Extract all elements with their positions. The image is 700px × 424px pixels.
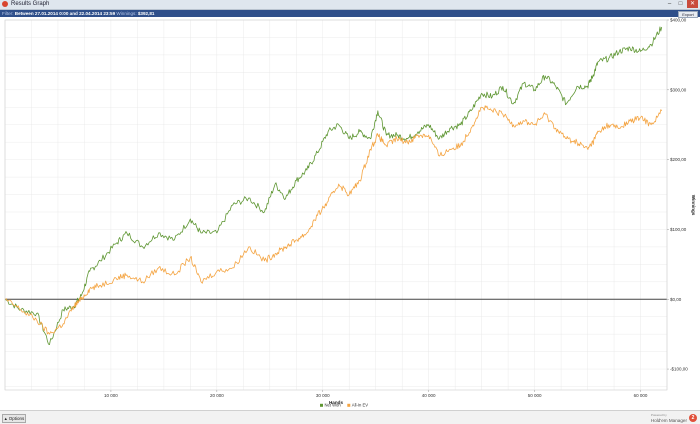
series-layer: [4, 26, 663, 346]
y-tick-label: -$100,00: [670, 367, 688, 372]
window-controls: – □ ✕: [665, 0, 698, 8]
x-tick-label: 60 000: [634, 393, 648, 398]
legend-swatch: [347, 403, 351, 407]
brand-sub: Powered by: [650, 412, 667, 417]
window-title-bar: Results Graph – □ ✕: [0, 0, 700, 10]
series-line-all-in-ev: [4, 105, 663, 335]
maximize-button[interactable]: □: [678, 1, 683, 7]
minimize-button[interactable]: –: [667, 1, 672, 7]
x-axis-label: Hands: [329, 400, 343, 405]
grid-lines: [4, 19, 668, 390]
brand: Powered by Hold'em Manager 2: [651, 413, 697, 423]
x-tick-label: 30 000: [316, 393, 330, 398]
app-icon: [2, 1, 8, 7]
bottom-bar: ▲Options Powered by Hold'em Manager 2: [0, 410, 700, 424]
x-tick-label: 10 000: [104, 393, 118, 398]
legend-label: All-In EV: [352, 403, 368, 408]
filter-range: Between 27.01.2014 0:00 and 22.04.2014 2…: [14, 11, 116, 16]
y-axis-label: Winnings: [691, 195, 696, 216]
x-tick-label: 20 000: [210, 393, 224, 398]
legend-label: Net Won: [325, 403, 342, 408]
filter-label: Filter:: [2, 11, 14, 16]
y-tick-label: $300,00: [670, 87, 687, 92]
hm2-logo-icon: 2: [689, 413, 697, 422]
brand-text: Powered by Hold'em Manager: [651, 413, 687, 423]
x-axis-ticks: 10 000 20 000 30 000 40 000 50 000 60 000: [104, 390, 648, 398]
y-tick-label: $400,00: [670, 18, 687, 23]
results-graph: 10 000 20 000 30 000 40 000 50 000 60 000 -$1…: [4, 18, 696, 408]
x-tick-label: 40 000: [422, 393, 436, 398]
chevron-up-icon: ▲: [3, 416, 8, 421]
winnings-value: $392,81: [137, 11, 155, 16]
brand-name: Hold'em Manager: [650, 417, 687, 423]
plot-border: [4, 19, 668, 391]
filter-bar: Filter: Between 27.01.2014 0:00 and 22.0…: [0, 10, 700, 18]
window-title: Results Graph: [11, 1, 50, 7]
legend-swatch: [320, 403, 323, 407]
options-button[interactable]: ▲Options: [2, 414, 26, 423]
winnings-label: Winnings:: [116, 11, 137, 16]
y-tick-label: $200,00: [670, 157, 687, 162]
y-axis-ticks: -$100,00 $0,00 $100,00 $200,00 $300,00 $400,0…: [667, 18, 688, 372]
y-tick-label: $0,00: [670, 297, 682, 302]
plot-area: [5, 20, 667, 390]
series-line-net-won: [4, 26, 663, 346]
legend: Net Won All-In EV: [320, 403, 368, 408]
x-tick-label: 50 000: [528, 393, 542, 398]
filter-summary: Filter: Between 27.01.2014 0:00 and 22.0…: [2, 10, 154, 17]
export-button[interactable]: Export: [678, 11, 698, 18]
options-label: Options: [8, 416, 25, 421]
close-button[interactable]: ✕: [687, 0, 698, 8]
y-tick-label: $100,00: [670, 227, 687, 232]
